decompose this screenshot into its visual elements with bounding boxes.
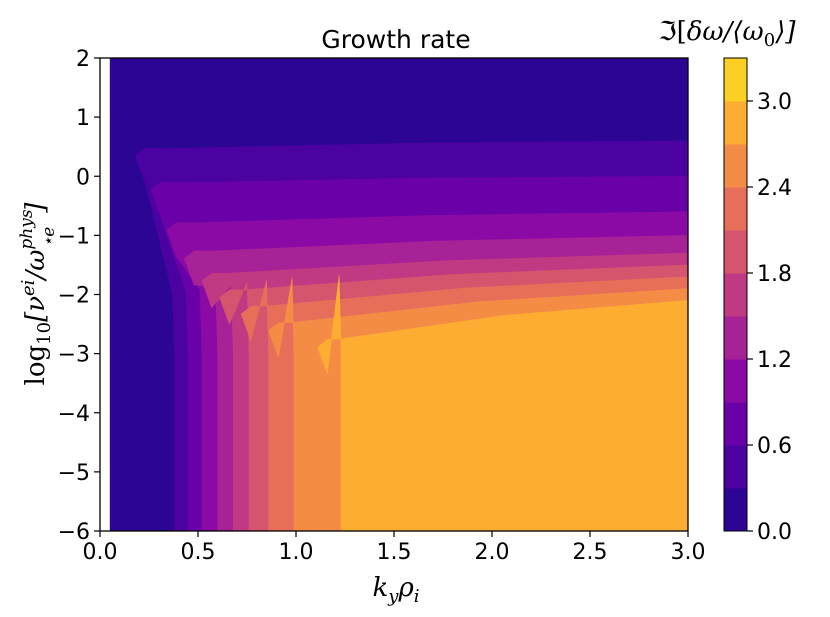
colorbar-tick-label: 2.4 — [757, 176, 792, 201]
x-tick-label: 2.5 — [573, 540, 608, 565]
colorbar-tick-label: 1.2 — [757, 348, 792, 373]
x-tick-label: 1.0 — [279, 540, 314, 565]
colorbar-segment — [724, 187, 747, 231]
svg-text:log10[νei/ωphys⋆e]: log10[νei/ωphys ⋆e] — [17, 202, 59, 386]
y-tick-label: −1 — [58, 224, 90, 249]
colorbar-segment — [724, 144, 747, 188]
x-tick-label: 3.0 — [671, 540, 706, 565]
y-axis-ticks: −6 −5 −4 −3 −2 −1 0 1 2 — [58, 47, 100, 545]
colorbar-tick-label: 1.8 — [757, 262, 792, 287]
colorbar-frame — [723, 57, 748, 532]
colorbar-segment — [724, 101, 747, 145]
y-axis-label: log10[νei/ωphys ⋆e] — [17, 202, 59, 386]
colorbar-segment — [724, 316, 747, 360]
contour-bands — [109, 58, 688, 531]
chart-title: Growth rate — [321, 25, 470, 54]
y-tick-label: 2 — [76, 47, 90, 72]
colorbar-tick-label: 0.6 — [757, 434, 792, 459]
band-9 — [317, 275, 688, 531]
colorbar-tick-label: 3.0 — [757, 90, 792, 115]
colorbar-segment — [724, 445, 747, 489]
colorbar-segment — [724, 273, 747, 317]
x-tick-label: 0.0 — [83, 540, 118, 565]
y-tick-label: −6 — [58, 520, 90, 545]
y-tick-label: 0 — [76, 165, 90, 190]
y-tick-label: −3 — [58, 343, 90, 368]
x-tick-label: 0.5 — [181, 540, 216, 565]
colorbar-tick-label: 0.0 — [757, 520, 792, 545]
x-axis-ticks: 0.0 0.5 1.0 1.5 2.0 2.5 3.0 — [83, 531, 706, 565]
y-tick-label: −2 — [58, 284, 90, 309]
colorbar-ticks: 0.0 0.6 1.2 1.8 2.4 3.0 — [747, 90, 792, 545]
x-tick-label: 1.5 — [377, 540, 412, 565]
colorbar-segment — [724, 230, 747, 274]
y-tick-label: −4 — [58, 402, 90, 427]
colorbar-label: ℑ[δω/⟨ω0⟩] — [658, 17, 796, 51]
colorbar-segment — [724, 488, 747, 532]
y-tick-label: −5 — [58, 461, 90, 486]
colorbar-segment — [724, 359, 747, 403]
x-axis-label: kyρi — [373, 573, 420, 607]
y-tick-label: 1 — [76, 106, 90, 131]
x-tick-label: 2.0 — [475, 540, 510, 565]
colorbar-segment — [724, 58, 747, 102]
colorbar — [724, 58, 747, 532]
colorbar-segment — [724, 402, 747, 446]
